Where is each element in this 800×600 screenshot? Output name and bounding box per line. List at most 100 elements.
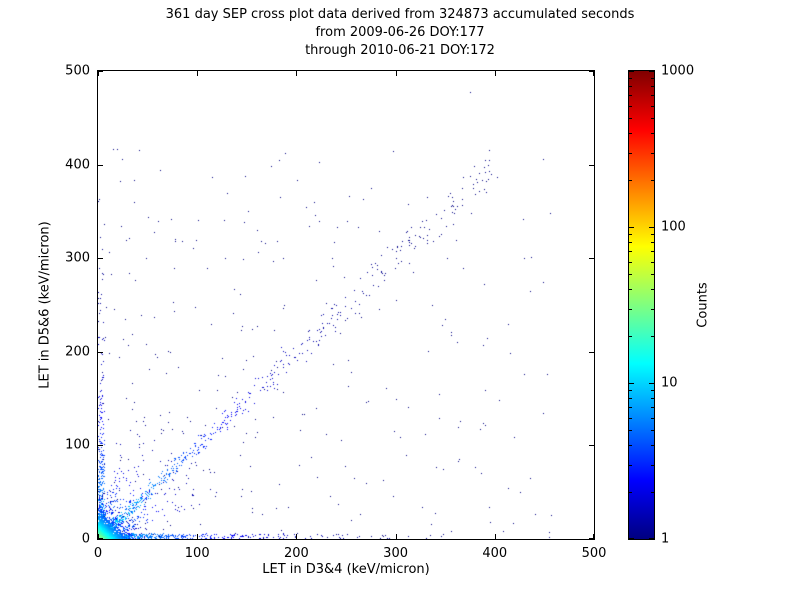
colorbar-label: Counts: [695, 282, 711, 328]
colorbar-minor-tick-mark: [629, 78, 632, 79]
colorbar-minor-tick-mark: [651, 242, 654, 243]
colorbar-minor-tick-mark: [629, 407, 632, 408]
x-tick-label: 400: [482, 546, 508, 561]
x-tick-mark: [593, 534, 594, 539]
colorbar-minor-tick-mark: [651, 153, 654, 154]
colorbar-tick-mark: [649, 538, 654, 539]
colorbar-minor-tick-mark: [629, 118, 632, 119]
colorbar-minor-tick-mark: [629, 289, 632, 290]
colorbar-minor-tick-mark: [651, 274, 654, 275]
colorbar-minor-tick-mark: [651, 398, 654, 399]
colorbar-minor-tick-mark: [651, 78, 654, 79]
colorbar: [628, 70, 655, 540]
colorbar-minor-tick-mark: [651, 309, 654, 310]
colorbar-tick-mark: [629, 71, 634, 72]
colorbar-minor-tick-mark: [629, 133, 632, 134]
x-axis-label: LET in D3&4 (keV/micron): [262, 562, 430, 577]
y-tick-label: 400: [65, 157, 90, 173]
colorbar-minor-tick-mark: [651, 118, 654, 119]
x-tick-mark: [593, 71, 594, 76]
x-tick-label: 500: [581, 546, 607, 561]
chart-title: 361 day SEP cross plot data derived from…: [0, 6, 800, 60]
colorbar-minor-tick-mark: [629, 106, 632, 107]
x-tick-mark: [495, 534, 496, 539]
scatter-points-canvas: [98, 71, 594, 539]
colorbar-minor-tick-mark: [651, 262, 654, 263]
colorbar-tick-label: 1: [661, 531, 670, 547]
colorbar-minor-tick-mark: [651, 86, 654, 87]
y-tick-mark: [589, 445, 594, 446]
colorbar-minor-tick-mark: [651, 234, 654, 235]
y-tick-mark: [589, 71, 594, 72]
x-tick-mark: [197, 534, 198, 539]
y-tick-mark: [589, 165, 594, 166]
colorbar-minor-tick-mark: [651, 390, 654, 391]
colorbar-minor-tick-mark: [651, 133, 654, 134]
colorbar-minor-tick-mark: [629, 418, 632, 419]
colorbar-minor-tick-mark: [629, 234, 632, 235]
colorbar-minor-tick-mark: [629, 180, 632, 181]
x-tick-mark: [396, 71, 397, 76]
colorbar-minor-tick-mark: [651, 407, 654, 408]
colorbar-minor-tick-mark: [629, 430, 632, 431]
x-tick-mark: [98, 71, 99, 76]
y-axis-label: LET in D5&6 (keV/micron): [37, 221, 53, 389]
colorbar-minor-tick-mark: [651, 430, 654, 431]
y-tick-mark: [98, 352, 103, 353]
colorbar-minor-tick-mark: [629, 445, 632, 446]
colorbar-minor-tick-mark: [651, 492, 654, 493]
y-tick-mark: [98, 445, 103, 446]
colorbar-minor-tick-mark: [629, 86, 632, 87]
colorbar-tick-mark: [629, 383, 634, 384]
y-tick-mark: [589, 538, 594, 539]
colorbar-minor-tick-mark: [629, 95, 632, 96]
colorbar-minor-tick-mark: [651, 251, 654, 252]
colorbar-minor-tick-mark: [629, 262, 632, 263]
y-tick-label: 500: [65, 63, 90, 79]
colorbar-tick-mark: [649, 71, 654, 72]
y-tick-mark: [98, 258, 103, 259]
colorbar-tick-label: 100: [661, 219, 686, 235]
x-tick-label: 300: [383, 546, 409, 561]
y-tick-mark: [589, 352, 594, 353]
y-tick-mark: [589, 258, 594, 259]
colorbar-minor-tick-mark: [651, 445, 654, 446]
x-tick-mark: [495, 71, 496, 76]
colorbar-minor-tick-mark: [651, 336, 654, 337]
colorbar-minor-tick-mark: [629, 251, 632, 252]
colorbar-tick-label: 1000: [661, 63, 695, 79]
x-tick-mark: [296, 71, 297, 76]
y-tick-mark: [98, 165, 103, 166]
x-tick-label: 200: [283, 546, 309, 561]
title-line-3: through 2010-06-21 DOY:172: [305, 43, 495, 58]
colorbar-tick-label: 10: [661, 375, 678, 391]
plot-area: [97, 70, 595, 540]
colorbar-minor-tick-mark: [651, 95, 654, 96]
y-tick-label: 300: [65, 250, 90, 266]
colorbar-minor-tick-mark: [629, 336, 632, 337]
colorbar-minor-tick-mark: [629, 153, 632, 154]
y-tick-label: 100: [65, 437, 90, 453]
colorbar-minor-tick-mark: [651, 180, 654, 181]
x-tick-mark: [98, 534, 99, 539]
y-tick-mark: [98, 71, 103, 72]
colorbar-minor-tick-mark: [629, 398, 632, 399]
x-tick-label: 100: [184, 546, 210, 561]
colorbar-tick-mark: [649, 227, 654, 228]
colorbar-minor-tick-mark: [629, 309, 632, 310]
colorbar-minor-tick-mark: [651, 465, 654, 466]
x-tick-label: 0: [93, 546, 103, 561]
x-tick-mark: [396, 534, 397, 539]
colorbar-minor-tick-mark: [651, 418, 654, 419]
colorbar-minor-tick-mark: [629, 492, 632, 493]
title-line-2: from 2009-06-26 DOY:177: [315, 25, 485, 40]
x-tick-mark: [296, 534, 297, 539]
colorbar-minor-tick-mark: [629, 465, 632, 466]
colorbar-minor-tick-mark: [651, 289, 654, 290]
title-line-1: 361 day SEP cross plot data derived from…: [165, 7, 635, 22]
colorbar-minor-tick-mark: [651, 106, 654, 107]
colorbar-tick-mark: [649, 383, 654, 384]
y-tick-label: 0: [81, 531, 90, 547]
colorbar-minor-tick-mark: [629, 242, 632, 243]
